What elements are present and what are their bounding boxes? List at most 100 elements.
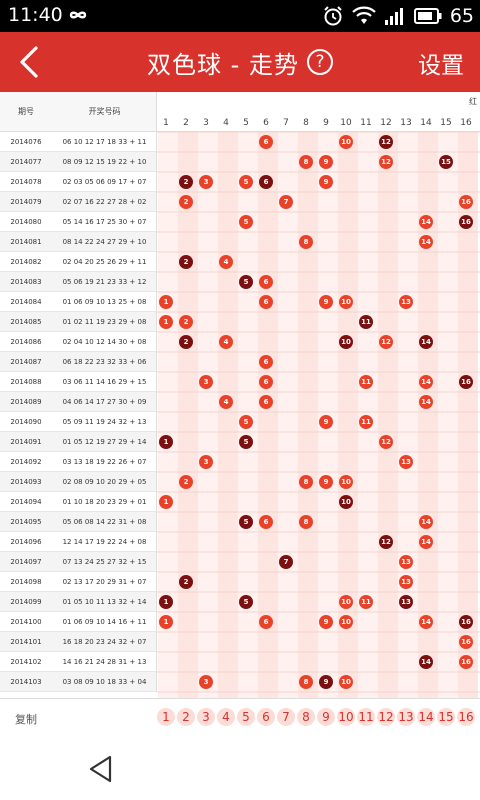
table-row[interactable]: 2014079 02 07 16 22 27 28 + 02 — [0, 192, 157, 212]
number-ball: 5 — [239, 275, 253, 289]
table-row[interactable]: 2014082 02 04 20 25 26 29 + 11 — [0, 252, 157, 272]
table-row[interactable]: 2014081 08 14 22 24 27 29 + 10 — [0, 232, 157, 252]
row-blue-number: 15 — [137, 558, 147, 566]
row-blue-number: 09 — [137, 398, 147, 406]
footer-number-ball[interactable]: 7 — [277, 708, 295, 726]
footer-number-ball[interactable]: 11 — [357, 708, 375, 726]
trend-table[interactable]: 期号 开奖号码 红 1 2 3 4 5 6 7 8 9 10 11 12 13 14 15 16 201407… — [0, 92, 480, 698]
grid-column — [458, 132, 478, 698]
footer-number-ball[interactable]: 9 — [317, 708, 335, 726]
back-arrow-icon[interactable] — [12, 44, 48, 80]
table-row[interactable]: 2014096 12 14 17 19 22 24 + 08 — [0, 532, 157, 552]
row-plus-sign: + — [127, 298, 138, 306]
row-blue-number: 02 — [137, 198, 147, 206]
table-row[interactable]: 2014086 02 04 10 12 14 30 + 08 — [0, 332, 157, 352]
table-row[interactable]: 2014100 01 06 09 10 14 16 + 11 — [0, 612, 157, 632]
row-numbers: 03 06 11 14 16 29 + 15 — [52, 378, 157, 386]
table-row[interactable]: 2014087 06 18 22 23 32 33 + 06 — [0, 352, 157, 372]
row-blue-number: 15 — [137, 378, 147, 386]
footer-number-ball[interactable]: 1 — [157, 708, 175, 726]
footer-number-ball[interactable]: 14 — [417, 708, 435, 726]
number-ball: 8 — [299, 515, 313, 529]
table-row[interactable]: 2014078 02 03 05 06 09 17 + 07 — [0, 172, 157, 192]
table-row[interactable]: 2014102 14 16 21 24 28 31 + 13 — [0, 652, 157, 672]
footer-number-ball[interactable]: 5 — [237, 708, 255, 726]
status-bar: 11:40 65 — [0, 0, 480, 32]
column-header-7: 7 — [283, 118, 289, 128]
table-row[interactable]: 2014094 01 10 18 20 23 29 + 01 — [0, 492, 157, 512]
help-icon[interactable]: ? — [306, 49, 333, 75]
row-red-numbers: 02 03 05 06 09 17 — [62, 178, 128, 186]
footer-number-ball[interactable]: 8 — [297, 708, 315, 726]
row-red-numbers: 03 06 11 14 16 29 — [62, 378, 128, 386]
number-ball: 10 — [339, 595, 353, 609]
footer-number-ball[interactable]: 16 — [457, 708, 475, 726]
row-issue: 2014091 — [10, 438, 42, 446]
table-row[interactable]: 2014097 07 13 24 25 27 32 + 15 — [0, 552, 157, 572]
table-row[interactable]: 2014093 02 08 09 10 20 29 + 05 — [0, 472, 157, 492]
copy-button[interactable]: 复制 — [15, 713, 37, 726]
footer-number-ball[interactable]: 15 — [437, 708, 455, 726]
grid-column — [298, 132, 318, 698]
number-ball: 12 — [379, 155, 393, 169]
row-issue: 2014086 — [10, 338, 42, 346]
row-numbers: 06 10 12 17 18 33 + 11 — [52, 138, 157, 146]
table-row[interactable]: 2014099 01 05 10 11 13 32 + 14 — [0, 592, 157, 612]
row-blue-number: 11 — [137, 138, 147, 146]
column-header-16: 16 — [460, 118, 472, 128]
table-row[interactable]: 2014088 03 06 11 14 16 29 + 15 — [0, 372, 157, 392]
table-row[interactable]: 2014083 05 06 19 21 23 33 + 12 — [0, 272, 157, 292]
row-numbers: 02 13 17 20 29 31 + 07 — [52, 578, 157, 586]
table-row[interactable]: 2014098 02 13 17 20 29 31 + 07 — [0, 572, 157, 592]
number-ball: 14 — [419, 215, 433, 229]
table-row[interactable]: 2014091 01 05 12 19 27 29 + 14 — [0, 432, 157, 452]
table-row[interactable]: 2014095 05 06 08 14 22 31 + 08 — [0, 512, 157, 532]
row-plus-sign: + — [127, 678, 138, 686]
number-ball: 5 — [239, 435, 253, 449]
number-ball: 7 — [279, 195, 293, 209]
row-plus-sign: + — [127, 198, 138, 206]
footer-number-ball[interactable]: 6 — [257, 708, 275, 726]
table-row[interactable]: 2014076 06 10 12 17 18 33 + 11 — [0, 132, 157, 152]
row-numbers: 01 06 09 10 13 25 + 08 — [52, 298, 157, 306]
table-row[interactable]: 2014084 01 06 09 10 13 25 + 08 — [0, 292, 157, 312]
number-ball: 14 — [419, 235, 433, 249]
number-ball: 11 — [359, 375, 373, 389]
number-ball: 6 — [259, 395, 273, 409]
row-plus-sign: + — [127, 558, 138, 566]
number-ball: 11 — [359, 595, 373, 609]
table-row[interactable]: 2014089 04 06 14 17 27 30 + 09 — [0, 392, 157, 412]
row-red-numbers: 05 06 19 21 23 33 — [62, 278, 128, 286]
nav-back-icon[interactable] — [86, 754, 116, 784]
row-blue-number: 07 — [137, 178, 147, 186]
table-row[interactable]: 2014103 03 08 09 10 18 33 + 04 — [0, 672, 157, 692]
number-ball: 2 — [179, 575, 193, 589]
footer-number-ball[interactable]: 3 — [197, 708, 215, 726]
table-row[interactable]: 2014090 05 09 11 19 24 32 + 13 — [0, 412, 157, 432]
footer-number-ball[interactable]: 13 — [397, 708, 415, 726]
row-blue-number: 08 — [137, 298, 147, 306]
row-red-numbers: 03 13 18 19 22 26 — [62, 458, 128, 466]
row-red-numbers: 01 05 10 11 13 32 — [62, 598, 128, 606]
settings-button[interactable]: 设置 — [418, 53, 464, 79]
signal-icon — [384, 8, 403, 25]
table-row[interactable]: 2014101 16 18 20 23 24 32 + 07 — [0, 632, 157, 652]
table-row[interactable]: 2014077 08 09 12 15 19 22 + 10 — [0, 152, 157, 172]
footer-number-ball[interactable]: 4 — [217, 708, 235, 726]
battery-icon — [413, 8, 442, 24]
number-ball: 11 — [359, 315, 373, 329]
footer-number-ball[interactable]: 10 — [337, 708, 355, 726]
number-ball: 2 — [179, 315, 193, 329]
row-red-numbers: 06 18 22 23 32 33 — [62, 358, 128, 366]
number-ball: 14 — [419, 535, 433, 549]
footer-number-ball[interactable]: 2 — [177, 708, 195, 726]
row-plus-sign: + — [127, 378, 138, 386]
footer-number-ball[interactable]: 12 — [377, 708, 395, 726]
table-row[interactable]: 2014080 05 14 16 17 25 30 + 07 — [0, 212, 157, 232]
row-issue: 2014102 — [10, 658, 42, 666]
table-row[interactable]: 2014092 03 13 18 19 22 26 + 07 — [0, 452, 157, 472]
row-red-numbers: 04 06 14 17 27 30 — [62, 398, 128, 406]
number-ball: 10 — [339, 495, 353, 509]
table-row[interactable]: 2014085 01 02 11 19 23 29 + 08 — [0, 312, 157, 332]
number-ball: 13 — [399, 555, 413, 569]
